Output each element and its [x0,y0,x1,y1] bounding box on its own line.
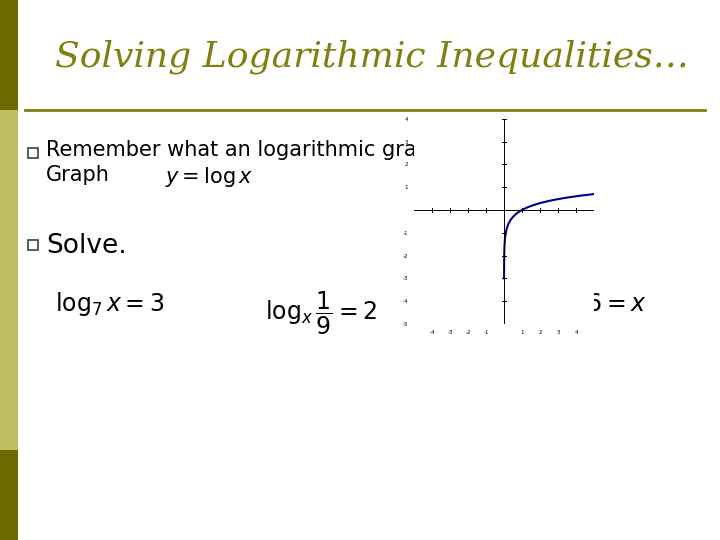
Bar [28,240,38,250]
Text: Graph: Graph [46,165,110,185]
Bar [28,148,38,158]
Text: Solve.: Solve. [46,233,127,259]
Text: $\log_6 216 = x$: $\log_6 216 = x$ [505,290,647,318]
Text: $y = \log x$: $y = \log x$ [165,165,253,189]
Text: $\log_x \dfrac{1}{9} = 2$: $\log_x \dfrac{1}{9} = 2$ [265,290,377,338]
Bar [0,450,18,540]
Text: $\log_7 x = 3$: $\log_7 x = 3$ [55,290,164,318]
Bar [0,0,18,110]
Text: Remember what an logarithmic graph looks like?: Remember what an logarithmic graph looks… [46,140,557,160]
Text: Solving Logarithmic Inequalities…: Solving Logarithmic Inequalities… [55,40,689,75]
Bar [0,110,18,450]
